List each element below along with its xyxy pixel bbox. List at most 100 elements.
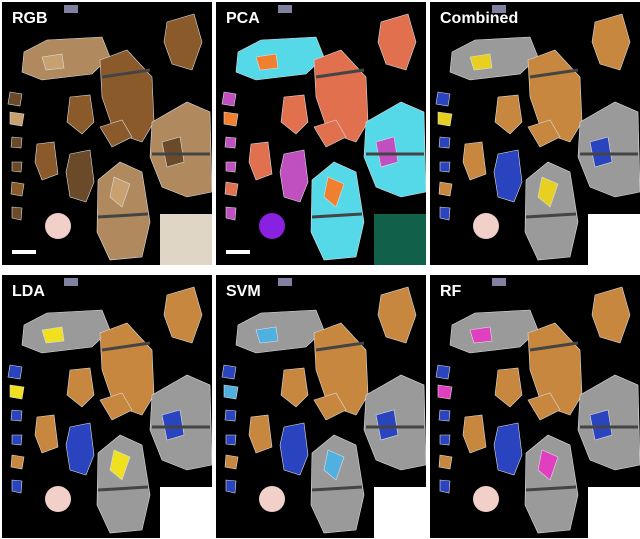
fragment xyxy=(529,68,579,79)
fragment xyxy=(96,434,151,534)
fragment xyxy=(527,392,561,421)
panel-label: RGB xyxy=(12,10,48,27)
fragment xyxy=(439,434,451,446)
fragment xyxy=(315,68,365,79)
fragment xyxy=(11,206,23,221)
fragment xyxy=(9,384,25,400)
fragment xyxy=(527,322,583,416)
fragment xyxy=(278,5,292,13)
fragment xyxy=(374,487,426,538)
panel-label: PCA xyxy=(226,10,260,27)
fragment xyxy=(9,111,25,127)
fragment xyxy=(10,136,23,149)
fragment xyxy=(97,212,149,219)
fragment xyxy=(34,414,59,454)
fragment xyxy=(163,13,203,71)
fragment xyxy=(589,409,613,441)
fragment xyxy=(235,309,325,354)
fragment xyxy=(323,176,345,208)
fragment xyxy=(225,479,237,494)
fragment xyxy=(473,486,499,512)
fragment xyxy=(435,364,451,380)
fragment xyxy=(439,206,451,221)
fragment xyxy=(310,161,365,261)
fragment xyxy=(226,250,250,254)
fragment xyxy=(527,119,561,148)
fragment xyxy=(259,213,285,239)
fragment xyxy=(259,486,285,512)
fragment xyxy=(375,409,399,441)
fragment xyxy=(375,136,399,168)
image-panel: SVM xyxy=(216,275,426,538)
fragment xyxy=(248,414,273,454)
fragment xyxy=(311,212,363,219)
fragment xyxy=(313,119,347,148)
fragment xyxy=(7,364,23,380)
fragment xyxy=(223,384,239,400)
fragment xyxy=(469,326,493,344)
fragment xyxy=(524,161,579,261)
fragment xyxy=(525,212,577,219)
fragment xyxy=(439,479,451,494)
panel-image xyxy=(7,5,212,265)
fragment xyxy=(469,53,493,71)
fragment xyxy=(438,409,451,422)
panel-label: LDA xyxy=(12,283,45,300)
fragment xyxy=(224,136,237,149)
image-panel: RF xyxy=(430,275,640,538)
panel-image xyxy=(221,278,426,538)
fragment xyxy=(279,422,309,476)
fragment xyxy=(591,13,631,71)
fragment xyxy=(435,91,451,107)
fragment xyxy=(313,322,369,416)
fragment xyxy=(313,392,347,421)
fragment xyxy=(492,278,506,286)
fragment xyxy=(439,161,451,173)
panel-image xyxy=(435,278,640,538)
fragment xyxy=(96,161,151,261)
fragment xyxy=(161,409,185,441)
fragment xyxy=(529,341,579,352)
panel-image xyxy=(435,5,640,265)
fragment xyxy=(224,409,237,422)
fragment xyxy=(280,367,309,408)
fragment xyxy=(377,286,417,344)
fragment xyxy=(248,141,273,181)
fragment xyxy=(493,422,523,476)
fragment xyxy=(65,149,95,203)
image-panel: PCA xyxy=(216,2,426,265)
panel-label: RF xyxy=(440,283,462,300)
fragment xyxy=(10,181,25,197)
fragment xyxy=(589,136,613,168)
panel-image xyxy=(7,278,212,538)
fragment xyxy=(235,36,325,81)
fragment xyxy=(41,53,65,71)
fragment xyxy=(494,94,523,135)
fragment xyxy=(161,136,185,168)
fragment xyxy=(527,49,583,143)
fragment xyxy=(449,36,539,81)
fragment xyxy=(255,326,279,344)
fragment xyxy=(12,250,36,254)
panel-image xyxy=(221,5,426,265)
fragment xyxy=(323,449,345,481)
fragment xyxy=(438,181,453,197)
fragment xyxy=(591,286,631,344)
fragment xyxy=(10,454,25,470)
fragment xyxy=(315,341,365,352)
fragment xyxy=(160,487,212,538)
fragment xyxy=(255,53,279,71)
fragment xyxy=(160,214,212,265)
fragment xyxy=(310,434,365,534)
fragment xyxy=(225,206,237,221)
fragment xyxy=(588,214,640,265)
fragment xyxy=(473,213,499,239)
fragment xyxy=(537,176,559,208)
fragment xyxy=(278,278,292,286)
image-panel: RGB xyxy=(2,2,212,265)
fragment xyxy=(7,91,23,107)
fragment xyxy=(537,449,559,481)
fragment xyxy=(97,485,149,492)
fragment xyxy=(462,414,487,454)
